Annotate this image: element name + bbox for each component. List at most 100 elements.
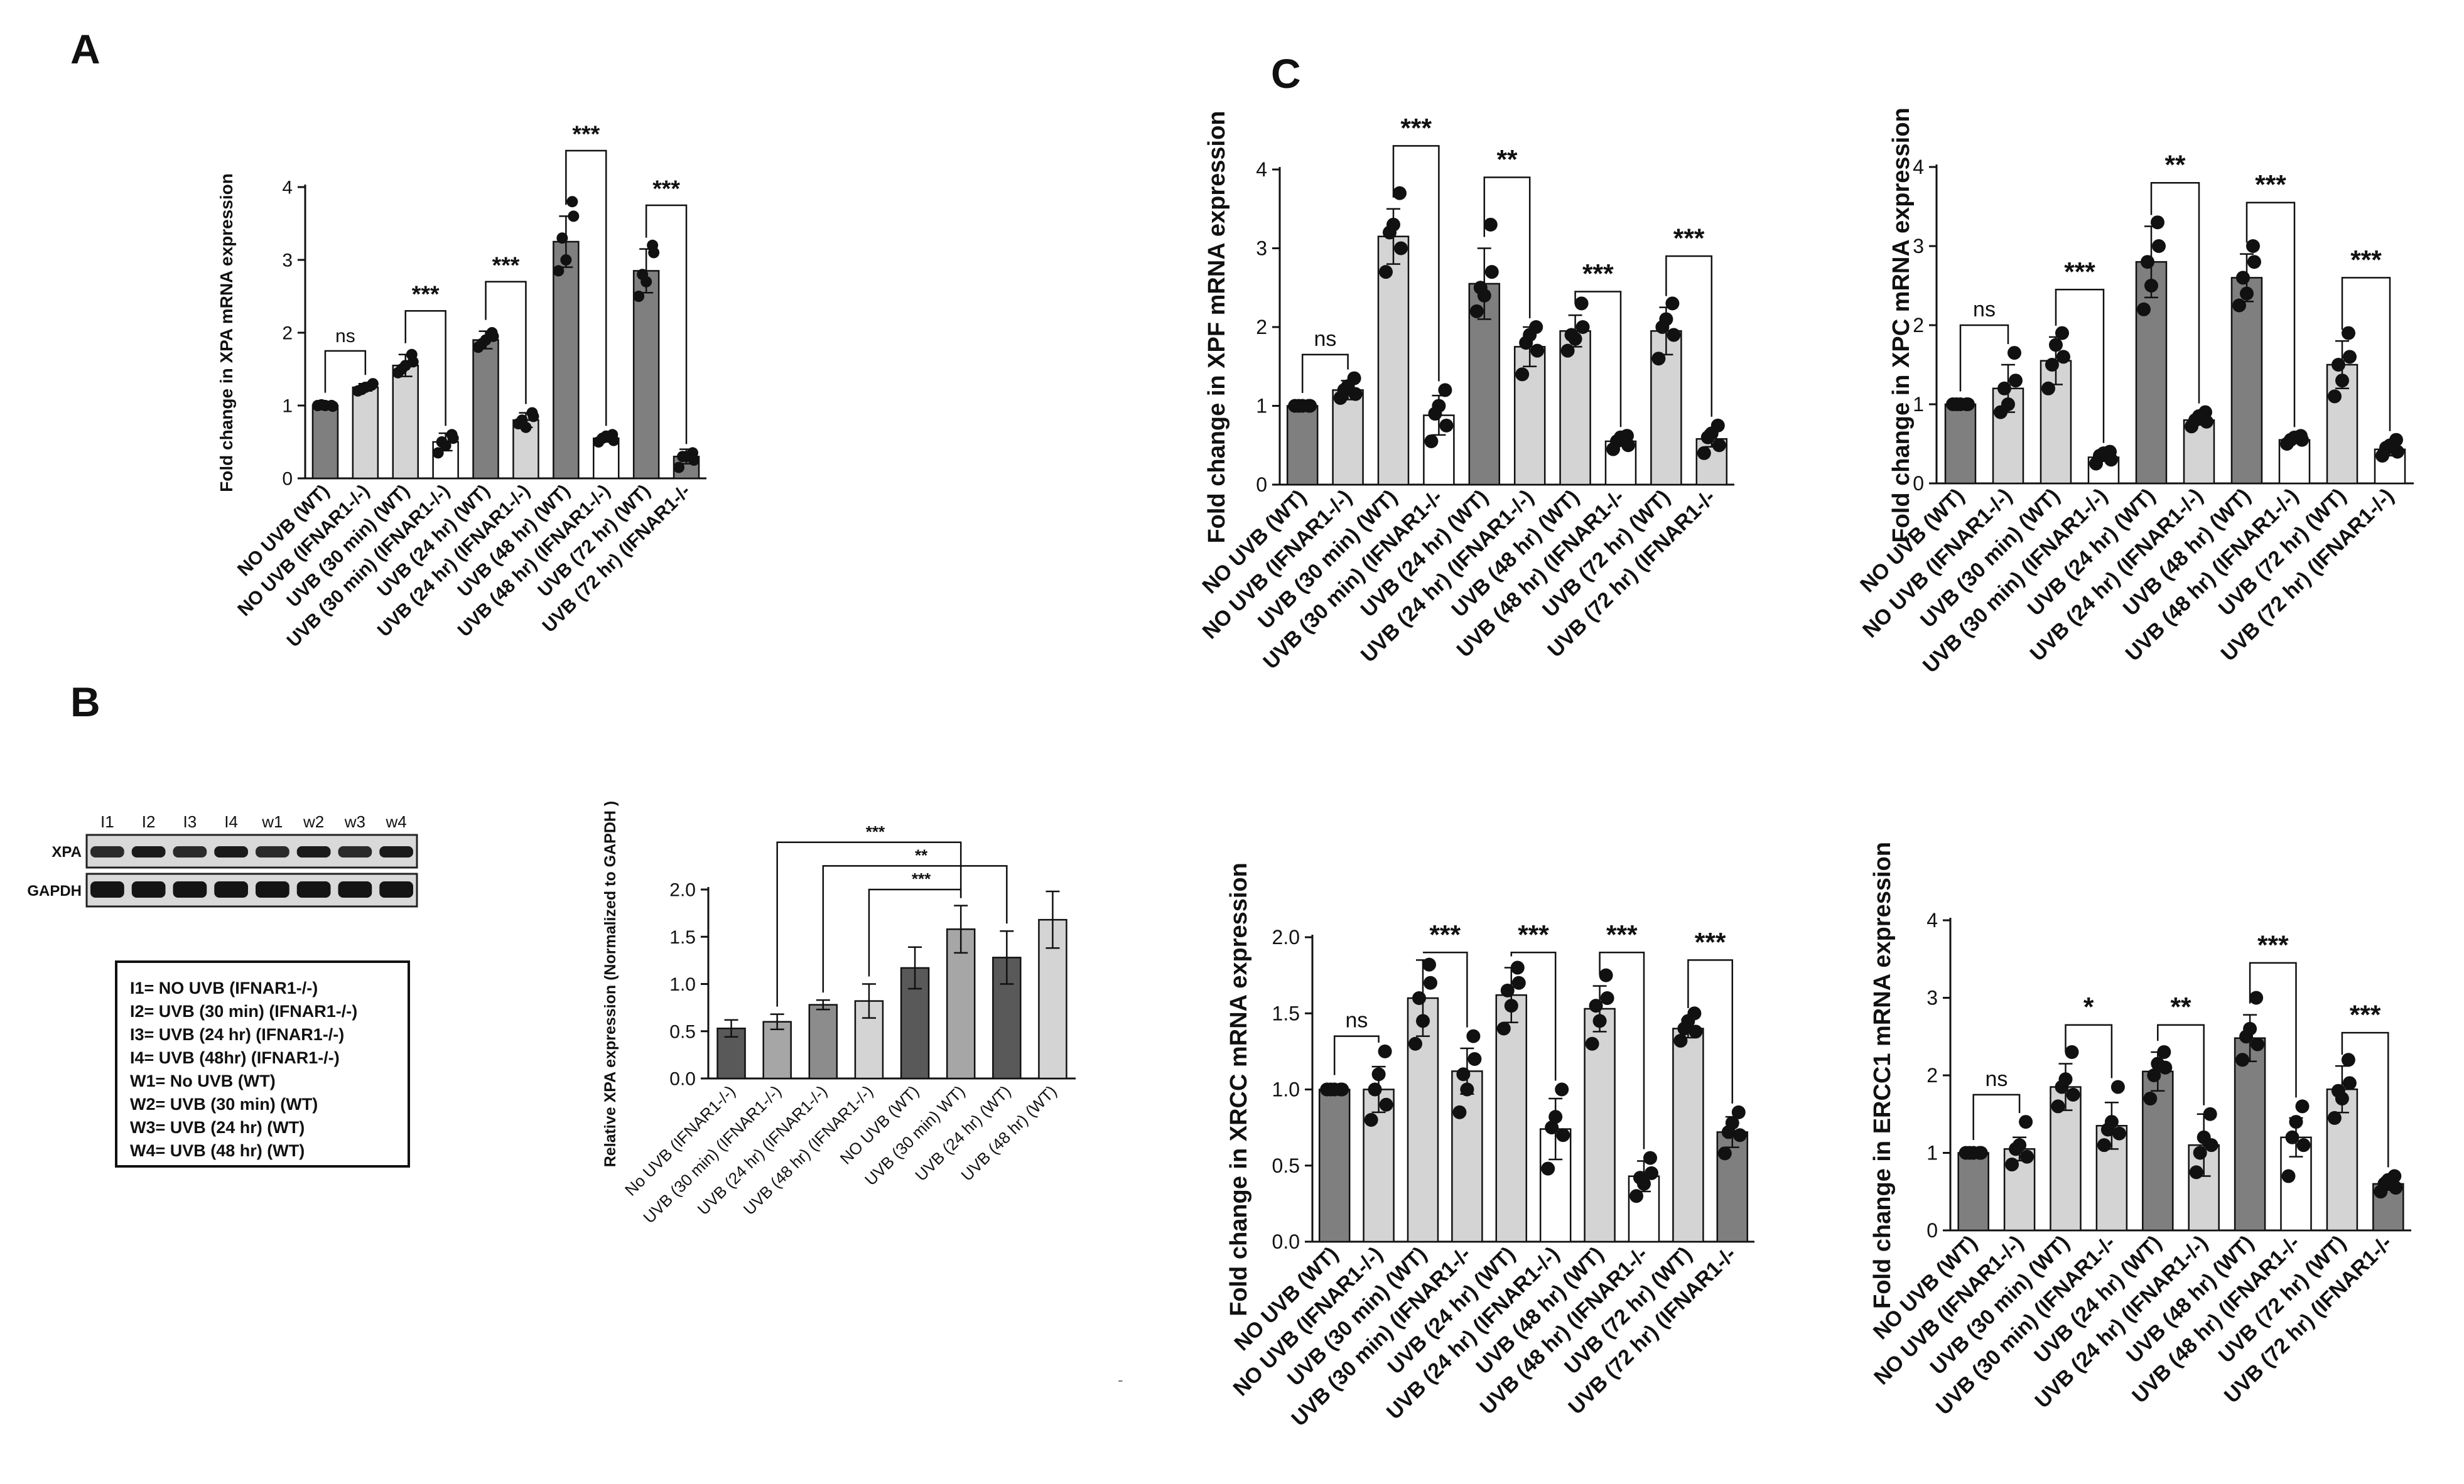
data-point: [447, 433, 459, 444]
chart-xrcc: 0.0 0.5 1.0 1.5 2.0 Fold change in XRCC mRNA …: [1226, 863, 1754, 1431]
sig-label: *: [2083, 993, 2094, 1023]
y-tick-label: 1.0: [669, 974, 696, 995]
data-point: [1379, 265, 1393, 279]
data-point: [600, 430, 612, 442]
data-point: [2013, 1138, 2027, 1153]
blot-band: [296, 846, 331, 858]
data-point: [1511, 976, 1526, 990]
sig-bracket: [1423, 952, 1468, 1028]
lane-label: w2: [303, 812, 324, 831]
sig-label: ***: [1582, 260, 1614, 289]
data-point: [2328, 389, 2342, 404]
bar: [808, 1004, 838, 1080]
sig-bracket: [1301, 353, 1349, 393]
bar: [553, 240, 580, 480]
sig-label: ns: [1345, 1009, 1368, 1033]
y-axis-label: Fold change in ERCC1 mRNA expression: [1869, 842, 1896, 1309]
data-point: [1637, 1176, 1651, 1191]
bar: [2230, 277, 2263, 485]
data-point: [673, 461, 685, 473]
data-point: [1530, 343, 1545, 358]
data-point: [2246, 239, 2260, 253]
data-point: [2019, 1115, 2033, 1129]
data-point: [1548, 1110, 1563, 1124]
data-point: [2055, 326, 2069, 340]
data-point: [2151, 1057, 2165, 1071]
sig-bracket: [1959, 324, 2009, 392]
data-point: [1704, 426, 1719, 441]
legend-item: W4= UVB (48 hr) (WT): [130, 1141, 305, 1160]
data-point: [2235, 1053, 2250, 1067]
data-point: [2251, 1037, 2265, 1051]
sig-label: ***: [1429, 920, 1461, 950]
blot-row-label: GAPDH: [27, 883, 82, 900]
sig-label: ***: [2255, 171, 2286, 200]
bar: [1957, 1152, 1989, 1232]
data-point: [2097, 1138, 2111, 1153]
y-tick-label: 2: [1926, 1064, 1938, 1087]
blot-band: [379, 881, 413, 898]
data-point: [2143, 1092, 2158, 1106]
bar: [1513, 346, 1546, 486]
y-tick-label: 0.0: [669, 1069, 696, 1090]
sig-label: ***: [412, 281, 440, 307]
data-point: [2192, 409, 2206, 423]
sig-label: **: [2170, 993, 2191, 1023]
bar: [1944, 403, 1977, 485]
data-point: [681, 451, 693, 463]
sig-label: ***: [2257, 931, 2289, 960]
bar: [2135, 261, 2168, 485]
data-point: [2243, 1021, 2257, 1036]
sig-label: ***: [1673, 224, 1705, 254]
y-tick-label: 4: [1256, 158, 1267, 181]
legend-item: I3= UVB (24 hr) (IFNAR1-/-): [130, 1025, 345, 1044]
data-point: [1592, 1014, 1607, 1028]
sig-bracket: [2150, 181, 2200, 404]
lane-label: w4: [386, 812, 407, 831]
data-point: [1371, 1067, 1386, 1082]
sig-bracket: [2341, 277, 2391, 431]
sig-bracket: [1483, 176, 1531, 318]
y-tick-label: 0.5: [1272, 1154, 1300, 1177]
y-tick-label: 0: [1913, 472, 1924, 495]
data-point: [1467, 1052, 1482, 1066]
data-point: [2144, 279, 2158, 293]
sig-bracket: [2055, 289, 2105, 443]
y-axis-label: Fold change in XPA mRNA expression: [217, 173, 236, 492]
data-point: [1665, 296, 1680, 311]
data-point: [2151, 215, 2164, 230]
sig-label: ns: [335, 326, 355, 347]
data-point: [2020, 1149, 2034, 1164]
bar: [762, 1021, 792, 1080]
data-point: [2332, 358, 2345, 372]
sig-bracket: [2065, 1024, 2113, 1078]
y-tick-label: 0: [282, 469, 293, 490]
data-point: [2343, 350, 2357, 364]
data-point: [2247, 255, 2261, 269]
data-point: [640, 276, 652, 288]
data-point: [2110, 1080, 2125, 1094]
data-point: [1452, 1105, 1467, 1119]
data-point: [633, 291, 645, 302]
data-point: [1424, 976, 1437, 990]
data-point: [2295, 1099, 2310, 1114]
sig-bracket: [485, 281, 527, 404]
data-point: [1629, 1189, 1643, 1203]
lane-label: I4: [224, 812, 238, 831]
data-point: [2056, 350, 2070, 364]
data-point: [2342, 326, 2355, 340]
data-point: [1438, 383, 1452, 397]
blot-band: [173, 846, 207, 858]
y-tick-label: 0.0: [1272, 1230, 1300, 1253]
data-point: [1466, 1029, 1481, 1043]
blot-band: [214, 846, 248, 858]
data-point: [1341, 379, 1355, 394]
data-point: [1439, 418, 1454, 433]
sig-bracket: [645, 204, 688, 444]
y-tick-label: 2.0: [669, 880, 696, 901]
data-point: [1600, 991, 1614, 1005]
blot-band: [90, 881, 124, 898]
data-point: [568, 210, 580, 222]
y-tick-label: 4: [282, 178, 293, 198]
data-point: [2001, 397, 2015, 411]
